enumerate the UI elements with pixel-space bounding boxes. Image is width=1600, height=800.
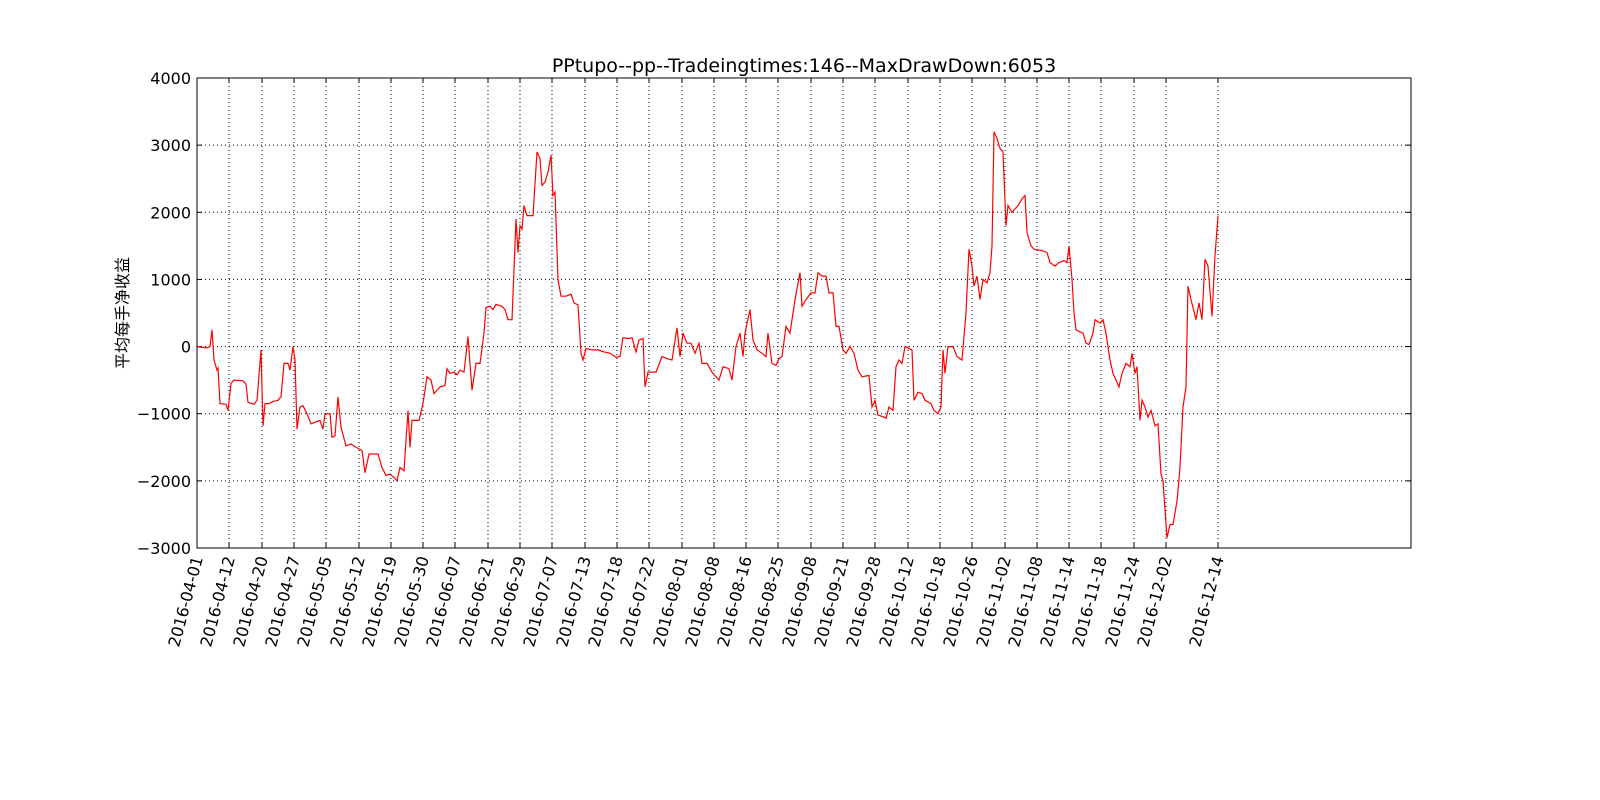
y-tick-label: 4000 [150, 69, 191, 88]
chart-title: PPtupo--pp--Tradeingtimes:146--MaxDrawDo… [552, 55, 1056, 77]
y-tick-label: 3000 [150, 136, 191, 155]
plot-frame [196, 77, 1412, 549]
y-tick-label: −3000 [137, 539, 191, 558]
y-tick-label: −1000 [137, 405, 191, 424]
y-tick-label: 0 [181, 338, 191, 357]
y-tick-label: 1000 [150, 270, 191, 289]
y-tick-label: −2000 [137, 472, 191, 491]
y-tick-label: 2000 [150, 203, 191, 222]
series-line [196, 131, 1219, 539]
y-axis-label: 平均每手净收益 [113, 257, 132, 369]
